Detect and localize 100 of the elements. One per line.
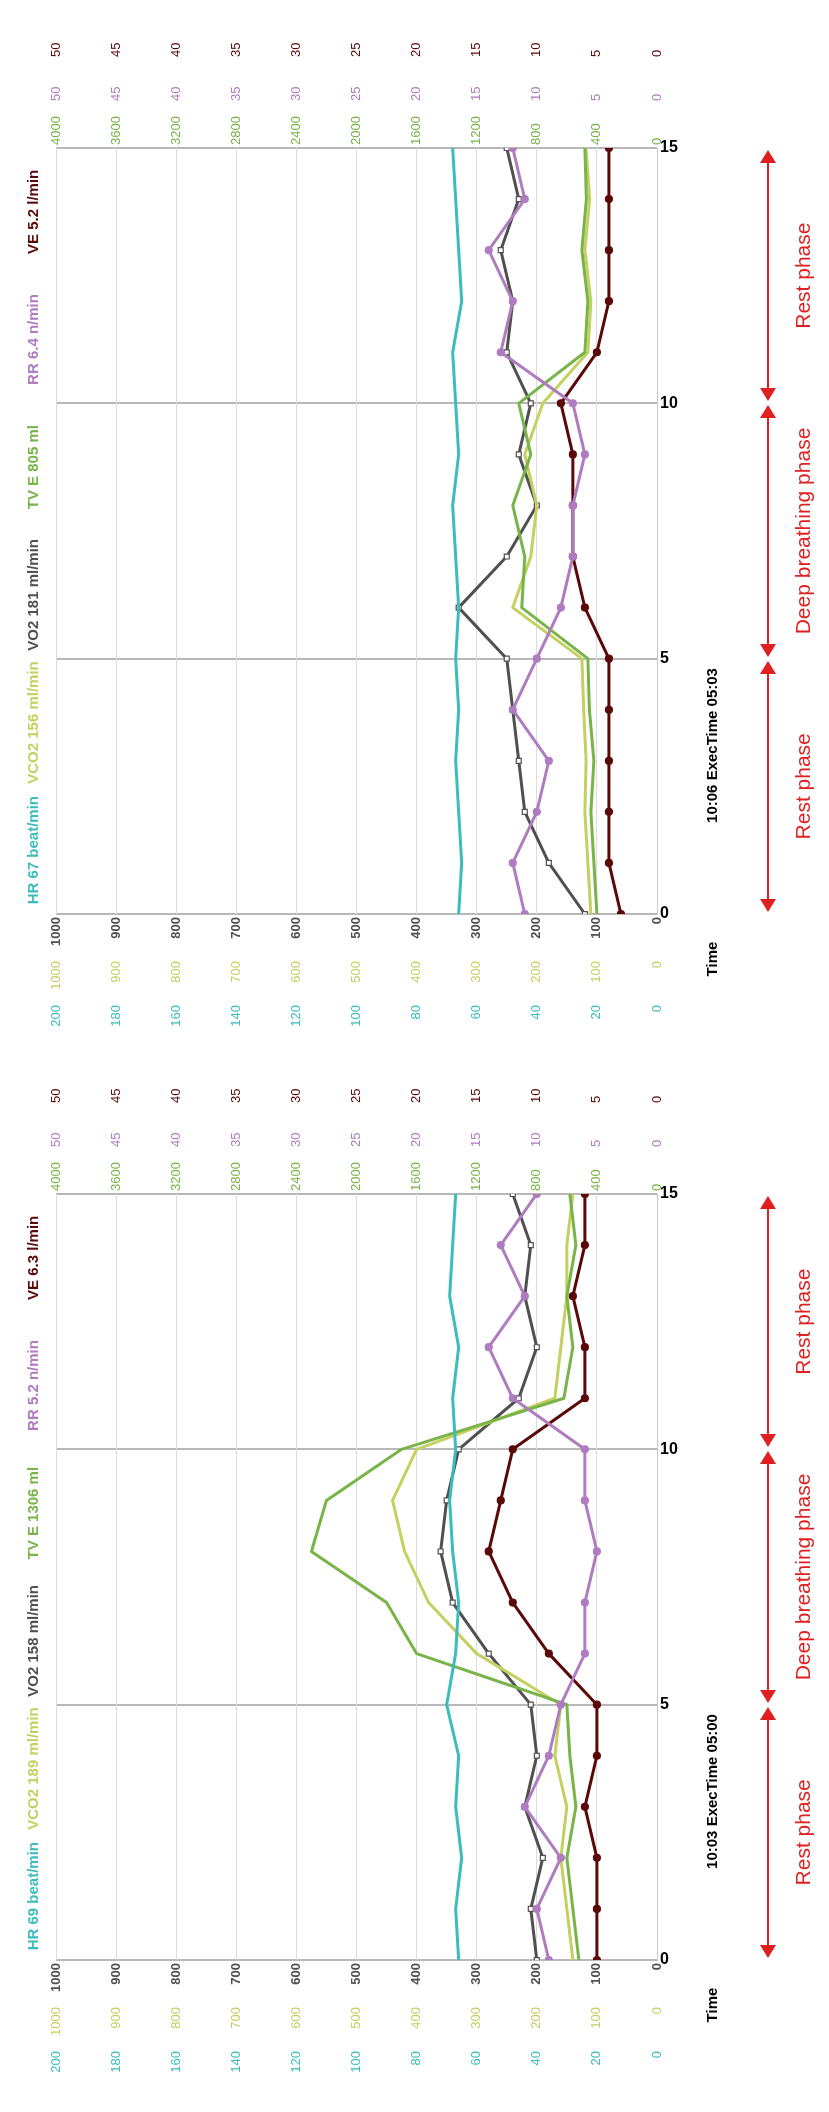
x-tick-label: 700 [227,917,243,939]
x2-tick-label: 2400 [287,116,303,145]
x2-tick-label: 600 [287,961,303,983]
text: Rest phase [790,733,814,840]
y-tick-label: 10 [660,393,678,411]
x-tick-label: 10 [528,42,544,57]
x-tick-label: 30 [287,1088,303,1103]
x-tick-label: 40 [167,1088,183,1103]
x-tick-label: 300 [468,917,484,939]
x2-tick-label: 0 [648,1139,664,1147]
x-tick-label: 500 [348,917,364,939]
x-tick-label: 300 [468,1963,484,1985]
x2-tick-label: 1600 [408,116,424,145]
x-tick-label: 700 [227,1963,243,1985]
x2-tick-label: 800 [167,2007,183,2029]
x-tick-label: 40 [528,1005,544,1020]
y-tick-label: 10 [660,1439,678,1457]
x-tick-label: 30 [287,42,303,57]
x-tick-label: 40 [528,2051,544,2066]
text: VE 6.3 l/min [24,1215,42,1300]
x2-tick-label: 2000 [348,116,364,145]
x2-tick-label: 300 [468,961,484,983]
x2-tick-label: 20 [408,1132,424,1147]
x-tick-label: 200 [47,1005,63,1027]
x-tick-label: 100 [588,1963,604,1985]
x2-tick-label: 2000 [348,1162,364,1191]
x-tick-label: 140 [227,2051,243,2073]
x2-tick-label: 800 [167,961,183,983]
x-tick-label: 400 [408,917,424,939]
x2-tick-label: 25 [348,86,364,101]
x-tick-label: 500 [348,1963,364,1985]
x-tick-label: 900 [107,1963,123,1985]
x-tick-label: 60 [468,2051,484,2066]
x-tick-label: 180 [107,2051,123,2073]
x-tick-label: 900 [107,917,123,939]
x2-tick-label: 2800 [227,116,243,145]
text: Rest phase [790,1779,814,1886]
x2-tick-label: 30 [287,86,303,101]
x-tick-label: 5 [588,49,604,57]
x2-tick-label: 300 [468,2007,484,2029]
x2-tick-label: 3600 [107,1162,123,1191]
x2-tick-label: 25 [348,1132,364,1147]
x-tick-label: 0 [648,2051,664,2059]
x-tick-label: 35 [227,42,243,57]
x2-tick-label: 600 [287,2007,303,2029]
x-tick-label: 800 [167,917,183,939]
x2-tick-label: 500 [348,961,364,983]
x-tick-label: 20 [408,1088,424,1103]
x2-tick-label: 1600 [408,1162,424,1191]
x2-tick-label: 900 [107,961,123,983]
x2-tick-label: 400 [408,961,424,983]
x2-tick-label: 0 [648,2007,664,2015]
text: VO2 181 ml/min [24,538,42,651]
x-tick-label: 0 [648,1095,664,1103]
x-tick-label: 45 [107,42,123,57]
x-tick-label: 20 [588,1005,604,1020]
x2-tick-label: 4000 [47,116,63,145]
x2-tick-label: 40 [167,1132,183,1147]
y-tick-label: 5 [660,1695,669,1713]
x2-tick-label: 800 [528,123,544,145]
x-tick-label: 15 [468,1088,484,1103]
x2-tick-label: 2400 [287,1162,303,1191]
x2-tick-label: 400 [408,2007,424,2029]
x2-tick-label: 500 [348,2007,364,2029]
x2-tick-label: 5 [588,1139,604,1147]
y-tick-label: 15 [660,1184,678,1202]
x2-tick-label: 1200 [468,116,484,145]
x-tick-label: 400 [408,1963,424,1985]
x2-tick-label: 10 [528,1132,544,1147]
x-tick-label: 200 [47,2051,63,2073]
x2-tick-label: 0 [648,93,664,101]
x-tick-label: 10 [528,1088,544,1103]
text: VO2 158 ml/min [24,1584,42,1697]
x2-tick-label: 10 [528,86,544,101]
x2-tick-label: 3200 [167,116,183,145]
x-tick-label: 1000 [47,917,63,946]
x-tick-label: 200 [528,1963,544,1985]
x-tick-label: 120 [287,1005,303,1027]
x-tick-label: 40 [167,42,183,57]
x2-tick-label: 2800 [227,1162,243,1191]
text: 10:03 ExecTime 05:00 [703,1714,721,1869]
x-tick-label: 0 [648,49,664,57]
text: VCO2 156 ml/min [24,661,42,784]
text: Deep breathing phase [790,427,814,635]
x-tick-label: 50 [47,1088,63,1103]
x-tick-label: 200 [528,917,544,939]
x-tick-label: 25 [348,42,364,57]
x2-tick-label: 5 [588,93,604,101]
x2-tick-label: 45 [107,1132,123,1147]
x2-tick-label: 1200 [468,1162,484,1191]
x-tick-label: 800 [167,1963,183,1985]
x2-tick-label: 15 [468,1132,484,1147]
x2-tick-label: 700 [227,2007,243,2029]
x2-tick-label: 45 [107,86,123,101]
x-tick-label: 120 [287,2051,303,2073]
x2-tick-label: 900 [107,2007,123,2029]
text: Rest phase [790,1268,814,1375]
x2-tick-label: 0 [648,961,664,969]
x-tick-label: 600 [287,917,303,939]
x-tick-label: 100 [588,917,604,939]
